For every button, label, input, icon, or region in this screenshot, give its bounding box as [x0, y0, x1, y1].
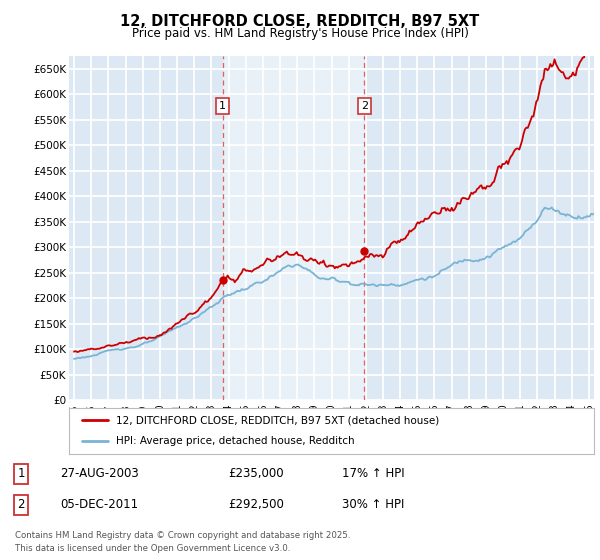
Text: 12, DITCHFORD CLOSE, REDDITCH, B97 5XT: 12, DITCHFORD CLOSE, REDDITCH, B97 5XT: [121, 14, 479, 29]
Text: HPI: Average price, detached house, Redditch: HPI: Average price, detached house, Redd…: [116, 436, 355, 446]
Text: Contains HM Land Registry data © Crown copyright and database right 2025.
This d: Contains HM Land Registry data © Crown c…: [15, 531, 350, 553]
Text: 2: 2: [17, 498, 25, 511]
Text: 17% ↑ HPI: 17% ↑ HPI: [342, 468, 404, 480]
Text: 1: 1: [17, 468, 25, 480]
Text: 27-AUG-2003: 27-AUG-2003: [60, 468, 139, 480]
Text: Price paid vs. HM Land Registry's House Price Index (HPI): Price paid vs. HM Land Registry's House …: [131, 27, 469, 40]
Text: 30% ↑ HPI: 30% ↑ HPI: [342, 498, 404, 511]
Text: 1: 1: [219, 101, 226, 111]
Text: 05-DEC-2011: 05-DEC-2011: [60, 498, 138, 511]
Text: 12, DITCHFORD CLOSE, REDDITCH, B97 5XT (detached house): 12, DITCHFORD CLOSE, REDDITCH, B97 5XT (…: [116, 415, 439, 425]
Text: £235,000: £235,000: [228, 468, 284, 480]
Text: 2: 2: [361, 101, 368, 111]
Text: £292,500: £292,500: [228, 498, 284, 511]
Bar: [223, 56, 364, 400]
